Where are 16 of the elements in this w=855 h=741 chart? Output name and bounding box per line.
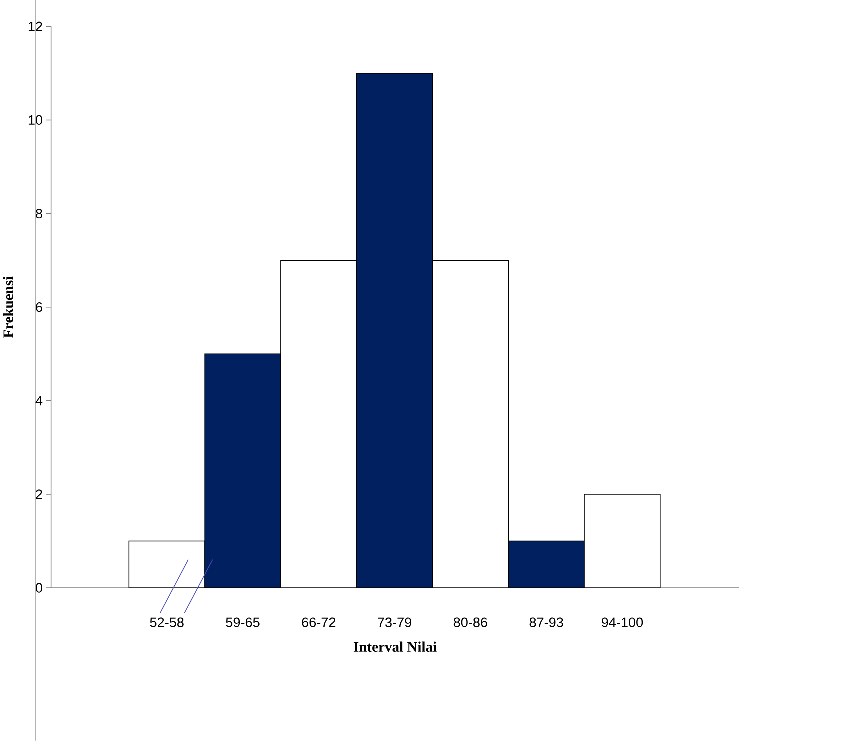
- y-tick-label: 8: [36, 208, 42, 218]
- y-tick-label: 10: [28, 115, 43, 125]
- x-tick-label: 80-86: [454, 618, 488, 628]
- x-axis-title: Interval Nilai: [354, 642, 437, 652]
- x-tick-label: 87-93: [530, 618, 564, 628]
- x-tick-label: 52-58: [150, 618, 184, 628]
- y-tick-label: 0: [36, 583, 43, 593]
- x-tick-label: 73-79: [378, 618, 412, 628]
- y-tick-label: 2: [36, 490, 42, 500]
- y-tick-label: 12: [28, 22, 42, 32]
- x-tick-label: 94-100: [602, 618, 644, 628]
- y-tick-label: 6: [36, 302, 42, 312]
- x-tick-label: 66-72: [302, 618, 336, 628]
- x-tick-label: 59-65: [226, 618, 260, 628]
- y-tick-label: 4: [36, 396, 43, 406]
- y-axis-title: Frekuensi: [3, 276, 14, 338]
